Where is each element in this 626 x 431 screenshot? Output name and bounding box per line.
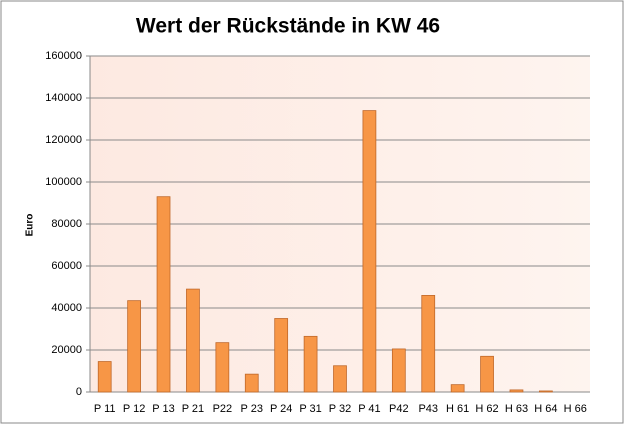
y-tick-label: 140000 <box>45 92 82 104</box>
x-tick-label: H 64 <box>534 403 557 415</box>
x-tick-label: H 63 <box>505 403 528 415</box>
y-axis-label: Euro <box>25 214 36 237</box>
bar <box>274 318 289 393</box>
x-tick-label: H 66 <box>564 403 587 415</box>
x-tick-label: P 41 <box>358 403 380 415</box>
x-tick-label: P22 <box>213 403 233 415</box>
x-tick-label: P 23 <box>241 403 263 415</box>
x-tick-label: P 21 <box>182 403 204 415</box>
y-tick-label: 0 <box>76 386 82 398</box>
bar <box>480 355 494 393</box>
bar <box>421 294 436 393</box>
bar <box>127 300 141 393</box>
x-tick-label: P 11 <box>94 403 116 415</box>
x-tick-label: P 32 <box>329 403 351 415</box>
y-tick-label: 100000 <box>45 176 82 188</box>
bar <box>362 110 377 393</box>
x-tick-label: P 24 <box>270 403 292 415</box>
y-tick-label: 80000 <box>51 218 82 230</box>
bar <box>303 335 318 393</box>
bar <box>391 348 406 393</box>
x-tick-label: P43 <box>418 403 438 415</box>
y-tick-label: 40000 <box>51 302 82 314</box>
bar <box>539 390 553 393</box>
bar <box>333 365 347 393</box>
bar <box>156 196 171 393</box>
y-tick-label: 20000 <box>51 344 82 356</box>
y-tick-label: 120000 <box>45 134 82 146</box>
bar <box>97 361 112 393</box>
bar <box>244 373 259 393</box>
bar <box>186 288 200 393</box>
x-tick-label: P 12 <box>123 403 145 415</box>
x-tick-label: H 62 <box>475 403 498 415</box>
chart-title: Wert der Rückstände in KW 46 <box>136 15 440 38</box>
y-tick-label: 160000 <box>45 50 82 62</box>
bar <box>509 389 524 393</box>
x-tick-label: P 13 <box>152 403 174 415</box>
x-tick-label: P42 <box>389 403 409 415</box>
x-tick-label: P 31 <box>299 403 321 415</box>
bar <box>450 384 465 393</box>
y-tick-label: 60000 <box>51 260 82 272</box>
x-tick-label: H 61 <box>446 403 469 415</box>
bar <box>215 342 230 393</box>
